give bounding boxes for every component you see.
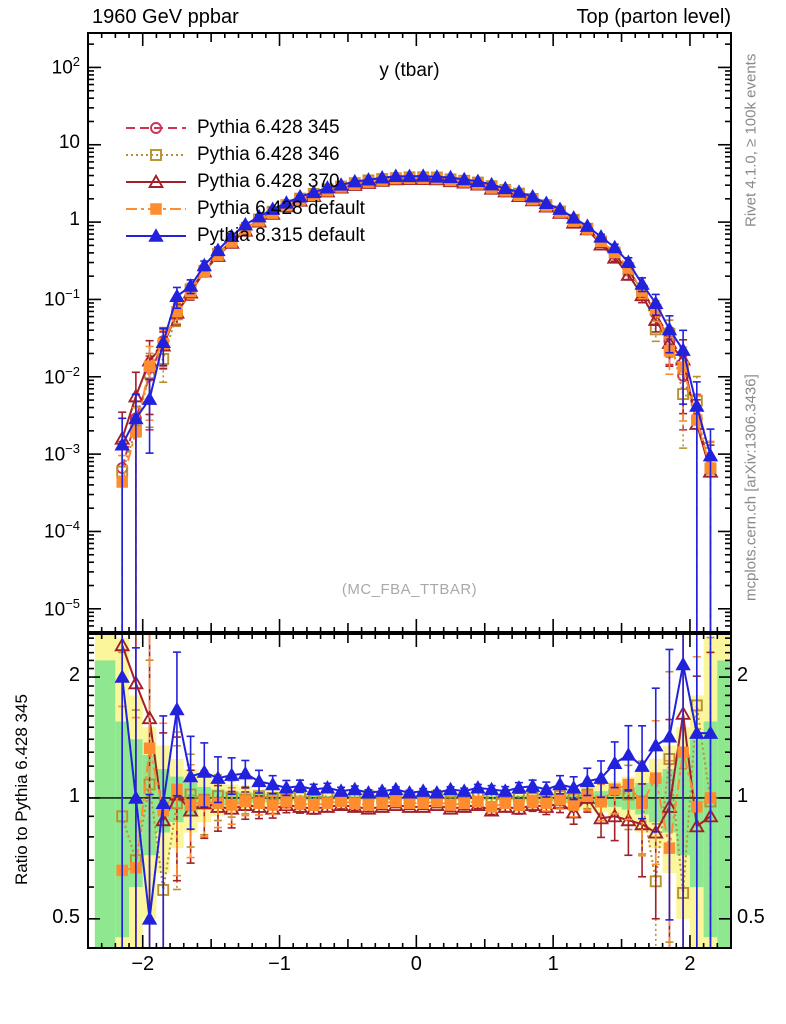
legend-label: Pythia 6.428 default [197, 197, 365, 219]
main-y-tick-label: 10−5 [44, 595, 80, 621]
legend-label: Pythia 6.428 346 [197, 143, 340, 165]
ratio-y-tick-label-left: 2 [68, 664, 80, 687]
main-y-tick-label: 102 [51, 54, 80, 79]
ratio-panel-frame [87, 633, 732, 949]
legend-item: Pythia 6.428 default [124, 195, 365, 222]
ratio-y-tick-label-left: 1 [68, 784, 80, 807]
main-y-tick-label: 10−4 [44, 518, 80, 543]
header-process: Top (parton level) [576, 6, 731, 28]
series-ratio-4 [114, 634, 719, 948]
main-y-tick-label: 1 [69, 209, 80, 231]
ratio-y-tick-label-right: 1 [737, 784, 749, 807]
x-tick-label: 2 [684, 953, 696, 975]
legend: Pythia 6.428 345 Pythia 6.428 346 Pythia… [124, 114, 365, 249]
legend-item: Pythia 8.315 default [124, 222, 365, 249]
series-main-4 [114, 168, 719, 632]
header-beam-energy: 1960 GeV ppbar [92, 6, 239, 28]
legend-item: Pythia 6.428 346 [124, 141, 365, 168]
rivet-version-label: Rivet 4.1.0, ≥ 100k events [742, 53, 760, 228]
legend-item: Pythia 6.428 370 [124, 168, 365, 195]
main-y-tick-label: 10 [58, 131, 80, 153]
legend-item: Pythia 6.428 345 [124, 114, 365, 141]
legend-label: Pythia 8.315 default [197, 224, 365, 246]
legend-label: Pythia 6.428 345 [197, 116, 340, 138]
ratio-y-tick-label-right: 2 [737, 664, 749, 687]
watermark-label: (MC_FBA_TTBAR) [341, 581, 478, 598]
mcplots-arxiv-label: mcplots.cern.ch [arXiv:1306.3436] [742, 374, 760, 601]
main-panel-frame [87, 32, 732, 633]
x-tick-label: −1 [268, 953, 291, 975]
legend-marker-open-square-icon [126, 148, 186, 161]
x-tick-label: 1 [547, 953, 559, 975]
legend-label: Pythia 6.428 370 [197, 170, 340, 192]
legend-marker-filled-square-icon [126, 202, 186, 215]
ratio-y-tick-label-right: 0.5 [737, 905, 765, 928]
main-y-tick-label: 10−1 [44, 286, 80, 311]
main-y-tick-label: 10−2 [44, 363, 80, 389]
plot-title: y (tbar) [379, 60, 440, 81]
legend-marker-circle-icon [126, 121, 186, 134]
ratio-y-tick-label-left: 0.5 [52, 905, 80, 928]
x-tick-label: 0 [410, 953, 422, 975]
legend-marker-open-triangle-icon [126, 173, 186, 188]
x-tick-label: −2 [131, 953, 155, 975]
legend-marker-filled-triangle-icon [126, 227, 186, 242]
main-y-tick-label: 10−3 [44, 441, 80, 466]
